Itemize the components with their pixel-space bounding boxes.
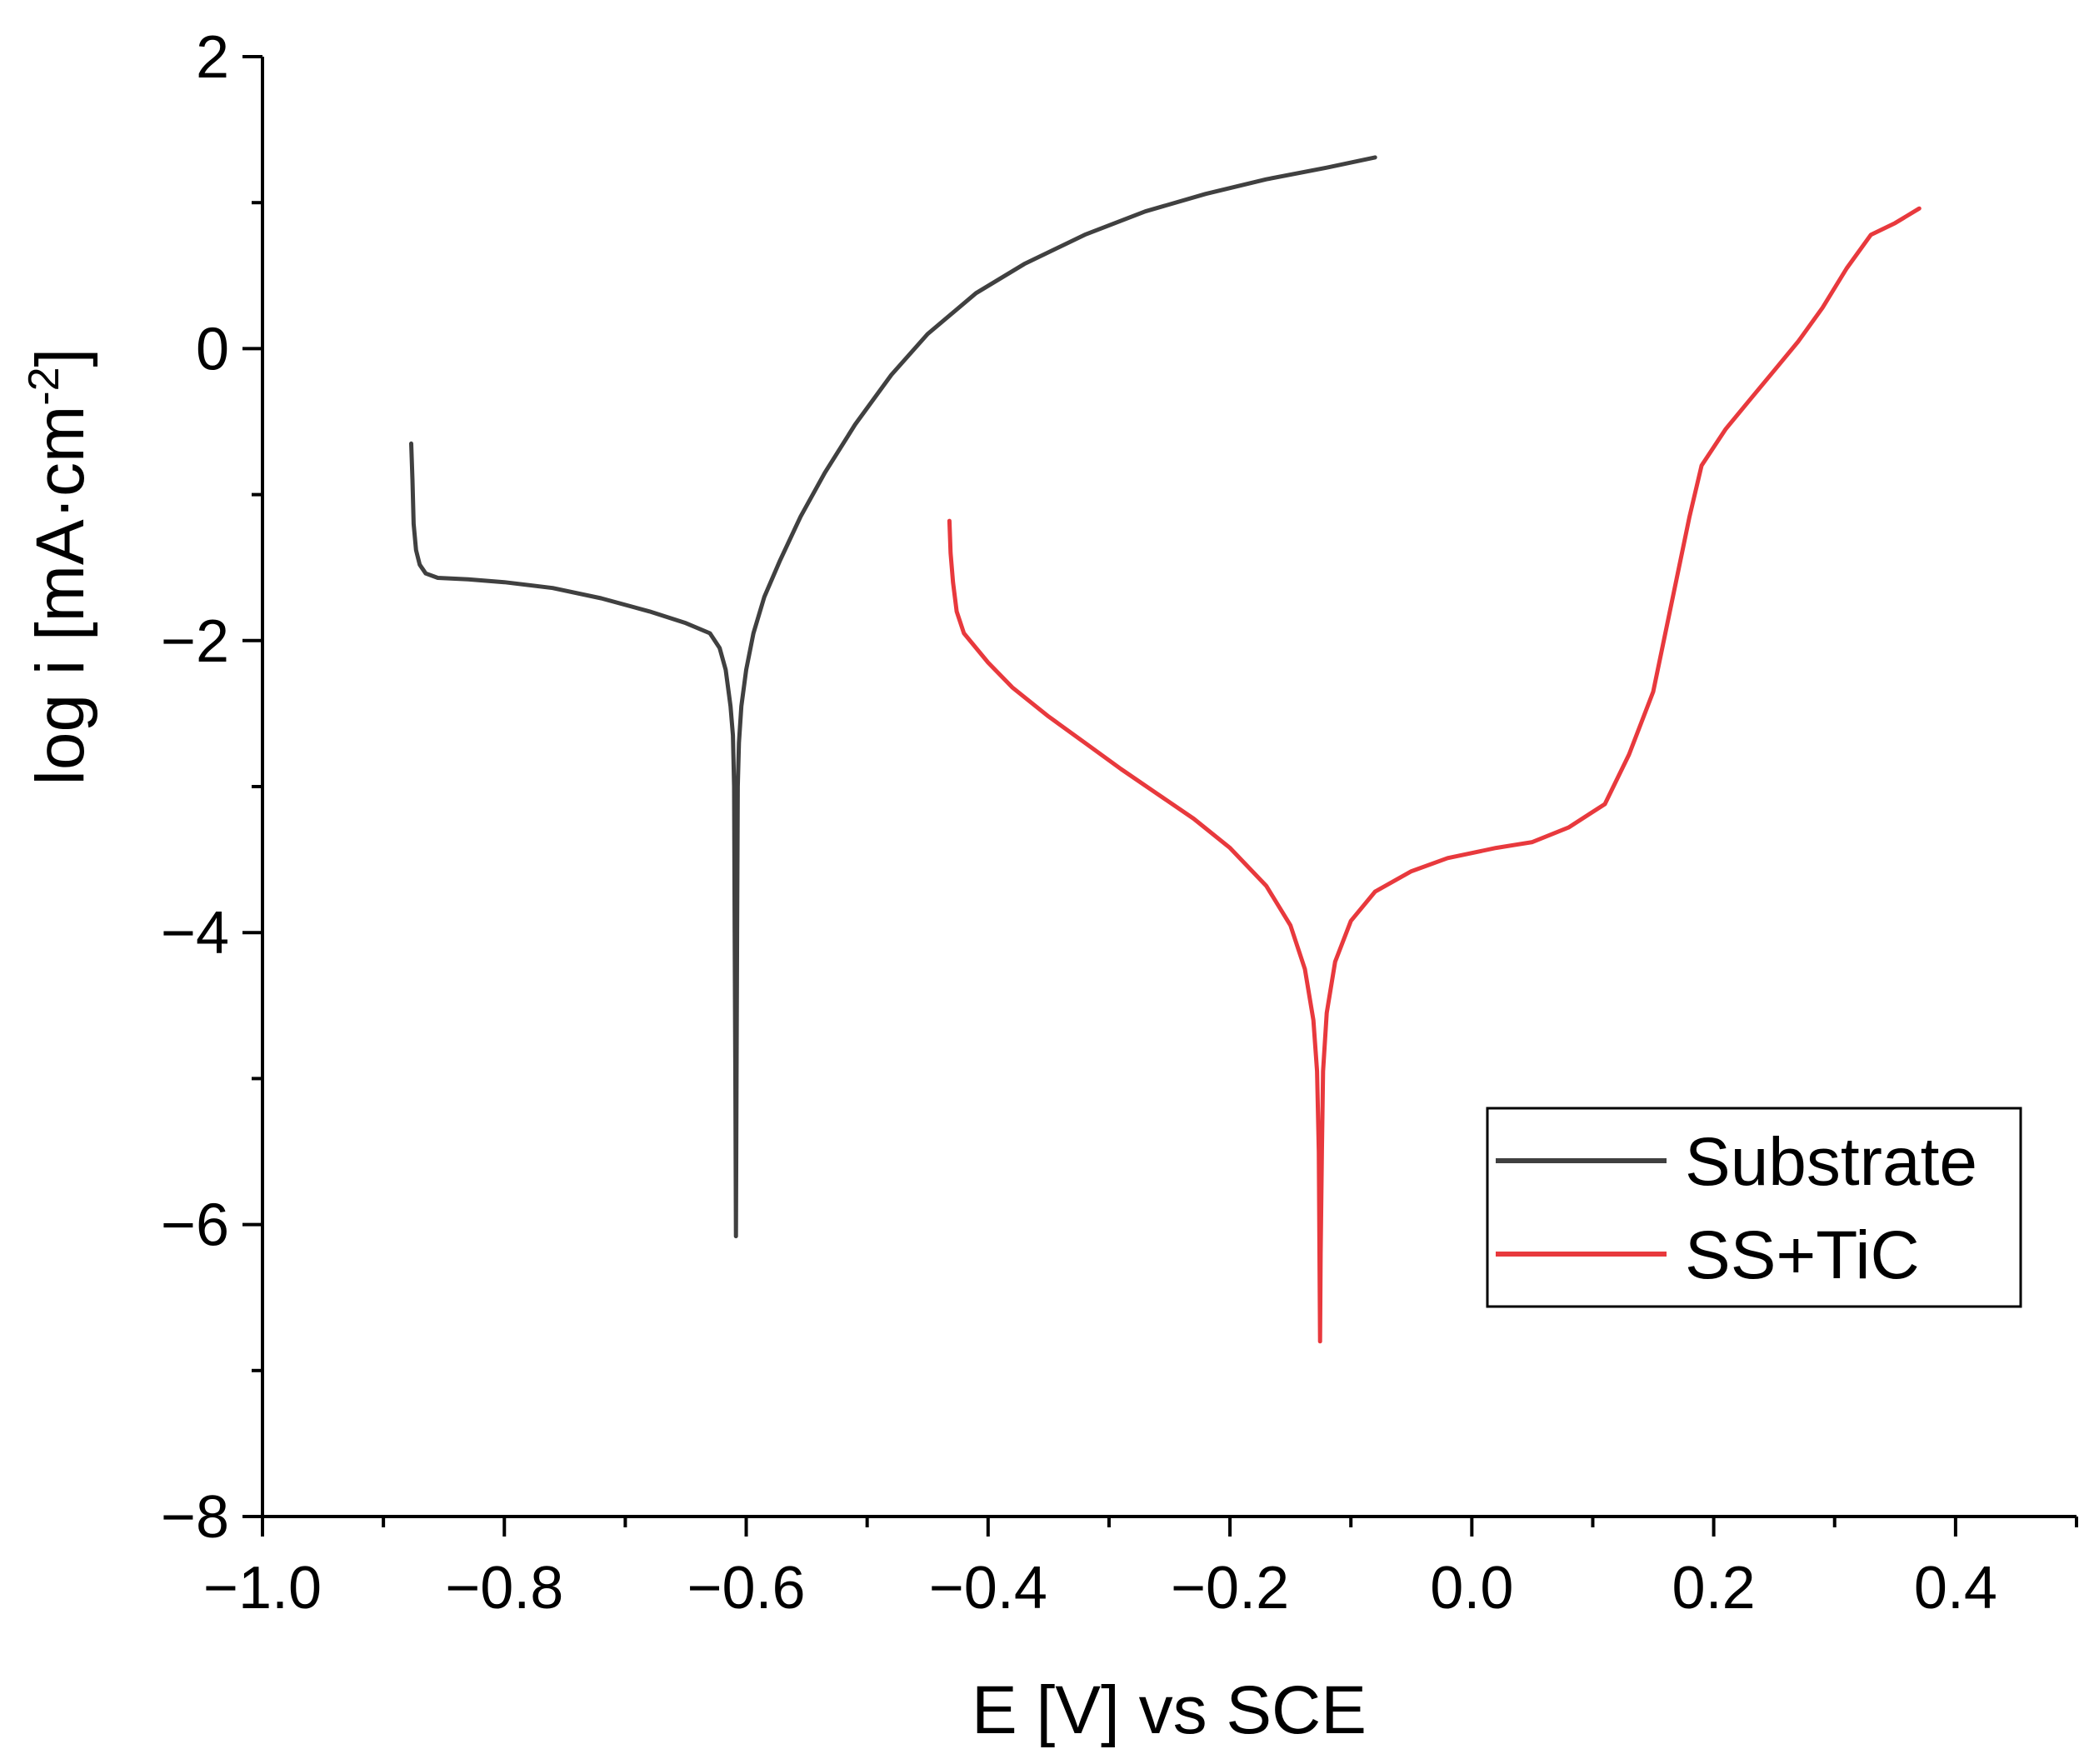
x-tick-label: −0.4: [929, 1555, 1047, 1622]
legend-label-substrate: Substrate: [1685, 1124, 1977, 1200]
x-tick-label: 0.0: [1430, 1555, 1513, 1622]
series-group: [409, 155, 1922, 1344]
y-axis-title: log i [mA·cm-2]: [20, 348, 98, 786]
series-line-substrate: [409, 155, 1377, 1239]
x-tick-label: 0.2: [1672, 1555, 1756, 1622]
x-tick-label: −0.8: [445, 1555, 563, 1622]
y-axis-title-main: log i [mA·cm: [22, 406, 98, 786]
y-axis-title-superscript: -2: [20, 367, 68, 405]
y-tick-label: −4: [161, 900, 229, 967]
legend-label-ss-tic: SS+TiC: [1685, 1217, 1920, 1293]
x-tick-label: −0.6: [687, 1555, 805, 1622]
legend: Substrate SS+TiC: [1486, 1107, 2022, 1308]
x-ticks: −1.0 −0.8 −0.6 −0.4 −0.2 0.0 0.2 0.4: [203, 1517, 2078, 1622]
y-tick-label: −8: [161, 1484, 229, 1551]
legend-box: [1486, 1107, 2022, 1308]
y-tick-label: −6: [161, 1192, 229, 1259]
x-tick-label: 0.4: [1914, 1555, 1997, 1622]
y-axis-title-end: ]: [22, 348, 98, 367]
series-line-ss-tic: [947, 206, 1922, 1344]
x-tick-label: −1.0: [203, 1555, 322, 1622]
x-axis-title: E [V] vs SCE: [972, 1672, 1367, 1748]
y-ticks: 2 0 −2 −4 −6 −8: [161, 24, 262, 1551]
y-tick-label: 2: [196, 24, 229, 91]
x-tick-label: −0.2: [1171, 1555, 1289, 1622]
y-tick-label: 0: [196, 316, 229, 382]
y-tick-label: −2: [161, 608, 229, 675]
